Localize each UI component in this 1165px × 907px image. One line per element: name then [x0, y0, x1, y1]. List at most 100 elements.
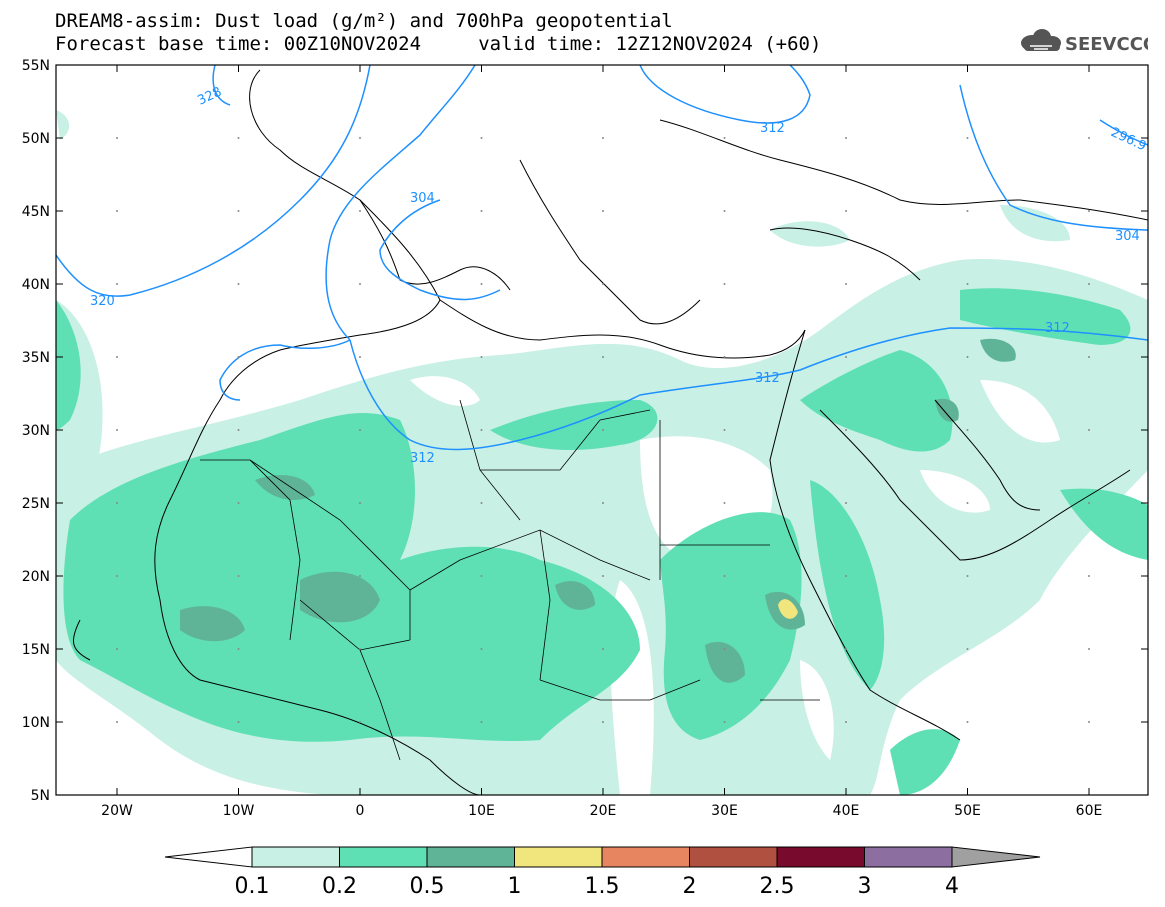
grid-dot	[845, 648, 847, 650]
grid-dot	[966, 502, 969, 504]
contour-label: 304	[410, 191, 435, 206]
lon-label: 20W	[101, 803, 133, 819]
country-borders	[200, 399, 820, 761]
colorbar-under-arrow	[164, 846, 253, 868]
grid-dot	[723, 721, 726, 723]
grid-dot	[723, 137, 726, 139]
grid-dot	[237, 648, 240, 650]
colorbar-swatch	[776, 846, 865, 868]
colorbar-swatch	[864, 846, 953, 868]
contour-label: 312	[755, 371, 780, 386]
grid-dot	[480, 575, 483, 577]
grid-dot	[116, 575, 118, 577]
grid-dot	[237, 283, 240, 285]
lon-label: 60E	[1076, 803, 1103, 819]
grid-dot	[1088, 648, 1090, 650]
grid-dot	[966, 137, 969, 139]
longitude-axis: 20W 10W 0 10E 20E 30E 40E 50E 60E	[101, 65, 1102, 819]
lon-label: 10E	[468, 803, 495, 819]
grid-dot	[602, 648, 604, 650]
grid-dot	[845, 210, 847, 212]
grid-dot	[480, 283, 483, 285]
geopotential-contours	[56, 65, 1148, 451]
colorbar-tick-label: 1	[508, 874, 522, 899]
dust-dark-layer	[180, 338, 1016, 683]
grid-dot	[237, 429, 240, 431]
grid-dot	[1088, 721, 1090, 723]
colorbar-tick-label: 0.1	[235, 874, 270, 899]
grid-dot	[966, 648, 969, 650]
grid-dot	[359, 137, 361, 139]
latitude-axis: 55N 50N 45N 40N 35N 30N 25N 20N 15N 10N 5N	[22, 58, 1148, 804]
grid-dot	[116, 356, 118, 358]
grid-dot	[359, 575, 361, 577]
colorbar-tick-label: 3	[858, 874, 872, 899]
grid-dot	[602, 575, 604, 577]
grid-dot	[602, 721, 604, 723]
colorbar-swatch	[514, 846, 603, 868]
lon-label: 20E	[590, 803, 617, 819]
logo-text: SEEVCCC	[1065, 34, 1148, 55]
grid-dot	[966, 429, 969, 431]
grid-dot	[116, 721, 118, 723]
grid-dot	[602, 356, 604, 358]
grid-dot	[116, 283, 118, 285]
grid-dot	[480, 210, 483, 212]
grid-dot	[480, 356, 483, 358]
grid-dot	[359, 502, 361, 504]
grid-dot	[966, 283, 969, 285]
grid-dot	[237, 721, 240, 723]
grid-dot	[237, 575, 240, 577]
lon-label: 0	[356, 803, 365, 819]
colorbar-swatch	[426, 846, 515, 868]
colorbar-tick-label: 2.5	[760, 874, 795, 899]
grid-dot	[845, 575, 847, 577]
grid-dot	[723, 356, 726, 358]
grid-dot	[116, 648, 118, 650]
colorbar-tick-label: 2	[683, 874, 697, 899]
grid-dot	[723, 283, 726, 285]
map-area: 328 312 304 320 312 312 312 296.9 304	[56, 65, 1148, 795]
grid-dot	[723, 502, 726, 504]
grid-dot	[1088, 137, 1090, 139]
contour-label: 328	[195, 85, 224, 109]
grid-dot	[237, 356, 240, 358]
grid-dot	[723, 429, 726, 431]
graticule-dots	[116, 137, 1090, 723]
contour-labels: 328 312 304 320 312 312 312 296.9 304	[90, 85, 1148, 466]
lat-label: 15N	[22, 642, 50, 658]
grid-dot	[723, 575, 726, 577]
grid-dot	[359, 283, 361, 285]
grid-dot	[116, 210, 118, 212]
grid-dot	[1088, 283, 1090, 285]
grid-dot	[602, 137, 604, 139]
colorbar: 0.1 0.2 0.5 1 1.5 2 2.5 3 4	[164, 846, 1041, 899]
grid-dot	[845, 283, 847, 285]
contour-label: 312	[760, 121, 785, 136]
grid-dot	[1088, 502, 1090, 504]
colorbar-swatch	[689, 846, 778, 868]
grid-dot	[1088, 210, 1090, 212]
colorbar-swatch	[251, 846, 340, 868]
lat-label: 35N	[22, 350, 50, 366]
grid-dot	[966, 721, 969, 723]
grid-dot	[359, 429, 361, 431]
grid-dot	[116, 502, 118, 504]
grid-dot	[845, 502, 847, 504]
lat-label: 40N	[22, 277, 50, 293]
lat-label: 25N	[22, 496, 50, 512]
lat-label: 20N	[22, 569, 50, 585]
title-line-1: DREAM8-assim: Dust load (g/m²) and 700hP…	[55, 10, 673, 32]
colorbar-tick-label: 1.5	[585, 874, 620, 899]
grid-dot	[602, 283, 604, 285]
grid-dot	[480, 721, 483, 723]
cloud-icon	[1021, 29, 1061, 51]
colorbar-swatch	[339, 846, 428, 868]
grid-dot	[237, 502, 240, 504]
grid-dot	[237, 137, 240, 139]
grid-dot	[237, 210, 240, 212]
lat-label: 10N	[22, 715, 50, 731]
colorbar-tick-label: 0.5	[410, 874, 445, 899]
lon-label: 30E	[711, 803, 738, 819]
grid-dot	[116, 137, 118, 139]
